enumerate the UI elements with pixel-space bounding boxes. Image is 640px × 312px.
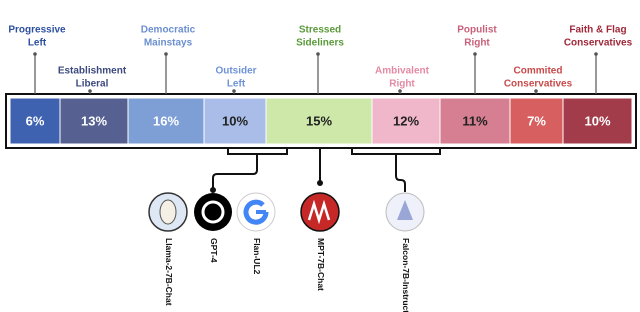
segment [265,97,373,145]
pin-dot [534,89,538,93]
segment-label: Commited [514,66,563,77]
google-logo [243,199,269,225]
segment-share: 15% [306,113,332,128]
segment [562,97,633,145]
segment [371,97,441,145]
segment-label: Mainstays [144,38,193,49]
segment-share: 13% [81,113,107,128]
segment-label: Right [389,79,415,90]
model-name: GPT-4 [209,238,219,263]
segment-label: Progressive [8,25,66,36]
gpt-icon [194,193,232,231]
gpt-logo [201,200,225,224]
segment-share: 6% [26,113,45,128]
segment-label: Stressed [299,25,341,36]
segment [439,97,511,145]
segment-label: Right [464,38,490,49]
model-name: Llama-2-7B-Chat [164,238,174,306]
pin-dot [88,89,92,93]
llama-face [159,199,177,225]
segment-label: Establishment [58,66,127,77]
pin-dot [594,52,598,56]
model-name: Falcon-7B-Instruct [401,238,411,312]
connector-dot [317,180,323,186]
segment-share: 11% [462,113,488,128]
segment-label: Outsider [215,66,256,77]
mpt-icon [300,192,340,232]
segment-label: Liberal [76,79,109,90]
segment-label: Ambivalent [375,66,430,77]
pin-dot [232,89,236,93]
pin-dot [316,52,320,56]
bracket-left [212,146,288,190]
pin-dot [473,52,477,56]
mpt-logo [307,199,331,225]
segment-label: Conservatives [564,38,633,49]
model-icons [148,192,425,232]
model-name: MPT-7B-Chat [316,238,326,291]
segment-share: 12% [393,113,419,128]
connectors [212,146,441,192]
segment-label: Sideliners [296,38,344,49]
segment [59,97,129,145]
segment-share: 10% [584,113,610,128]
model-name: Flan-UL2 [252,238,262,275]
pin-dot [398,89,402,93]
segment-label: Populist [457,25,497,36]
segment-label: Left [28,38,47,49]
segment-share: 10% [222,113,248,128]
pin-dot [33,52,37,56]
segment-label: Faith & Flag [569,25,626,36]
segment-share: 16% [153,113,179,128]
segment [127,97,205,145]
falcon-logo [397,200,413,220]
segment-label: Left [227,79,246,90]
segment [509,97,564,145]
segment-share: 7% [527,113,546,128]
segment [203,97,267,145]
pin-dot [164,52,168,56]
connector-dot [210,187,216,193]
segment-label: Conservatives [504,79,573,90]
bracket-right [351,146,441,192]
segment-label: Democratic [141,25,196,36]
